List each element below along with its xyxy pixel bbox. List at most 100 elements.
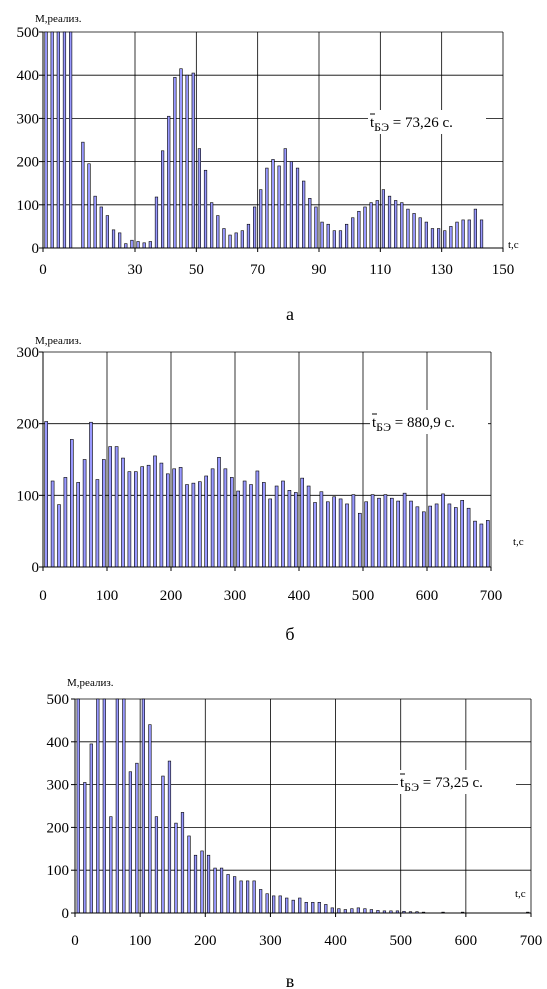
x-tick-label: 130 (430, 262, 453, 278)
bar (345, 503, 349, 568)
bar (203, 169, 208, 249)
bar (298, 897, 302, 914)
bar (222, 228, 226, 249)
bar (62, 31, 67, 249)
bar (185, 484, 189, 568)
bar (44, 31, 48, 249)
bar (174, 822, 178, 914)
bar (191, 482, 196, 568)
x-tick-label: 300 (259, 933, 282, 949)
bar (351, 217, 355, 249)
x-tick-label: 400 (324, 933, 347, 949)
bar (228, 234, 232, 249)
bar (326, 223, 330, 249)
bar (317, 901, 321, 914)
bar (187, 835, 191, 914)
x-tick-label: 500 (352, 588, 375, 604)
bar (249, 484, 253, 568)
x-axis-caption: t,с (513, 536, 524, 548)
bar (124, 243, 128, 249)
bar (357, 512, 362, 568)
bar (409, 500, 413, 568)
x-axis-caption: t,с (508, 239, 519, 251)
bar (293, 492, 298, 568)
bar (246, 223, 251, 249)
bar (332, 230, 336, 249)
x-tick-label: 90 (312, 262, 327, 278)
bar (381, 189, 386, 249)
bar (272, 895, 276, 914)
mean-time-annotation: tБЭ = 73,26 с. (370, 115, 453, 134)
bar (50, 31, 54, 249)
bar (204, 475, 208, 568)
bar (265, 167, 269, 249)
bar (154, 816, 159, 914)
x-tick-label: 200 (160, 588, 183, 604)
x-tick-label: 700 (520, 933, 543, 949)
bar (50, 480, 55, 568)
bar (69, 31, 73, 249)
y-tick-label: 200 (17, 155, 40, 171)
bar (441, 493, 445, 568)
x-tick-label: 600 (416, 588, 439, 604)
bar (185, 74, 189, 249)
bar (63, 477, 68, 568)
bar (57, 504, 61, 568)
bar (259, 889, 263, 914)
bar (96, 698, 100, 914)
bar (167, 760, 172, 914)
bar (320, 221, 324, 249)
bar (325, 501, 330, 568)
bar (197, 148, 202, 249)
bar (159, 462, 164, 568)
bar (180, 812, 185, 914)
bar (261, 482, 266, 568)
bar (172, 468, 176, 568)
bar (242, 480, 247, 568)
bar (76, 482, 80, 568)
x-tick-label: 700 (480, 588, 503, 604)
y-tick-label: 100 (17, 198, 40, 214)
bar (255, 470, 260, 568)
bar (105, 215, 109, 249)
annotation-background (368, 110, 486, 134)
bar (89, 743, 93, 914)
x-tick-label: 50 (189, 262, 204, 278)
bar (449, 226, 453, 249)
y-tick-label: 0 (62, 906, 70, 922)
bar (148, 724, 152, 914)
x-tick-label: 0 (71, 933, 79, 949)
bar (173, 77, 177, 249)
bar (343, 909, 347, 914)
bar (226, 874, 230, 914)
x-axis-caption: t,с (515, 888, 526, 900)
bar (460, 500, 465, 568)
bar (93, 195, 97, 249)
bar (239, 880, 243, 914)
chart-panel-3: 0 100 200 300 400 500 0 100 200 300 400 500 600 700 М,… (47, 677, 543, 989)
y-tick-label: 400 (17, 68, 40, 84)
bar (473, 520, 477, 568)
bar (140, 466, 144, 568)
bar (193, 854, 198, 914)
bar (430, 228, 435, 249)
bar (314, 206, 318, 249)
bar (44, 421, 49, 568)
chart-panel-1: 0 100 200 300 400 500 0 30 50 70 90 110 130 150 М,реал… (17, 13, 519, 324)
bar (304, 901, 308, 914)
bar (375, 200, 379, 249)
bar (428, 505, 433, 568)
bar (324, 904, 328, 914)
bar (191, 72, 195, 249)
bar (127, 471, 132, 568)
bar (234, 232, 238, 249)
bar (308, 198, 312, 249)
bar (122, 698, 126, 914)
x-tick-label: 70 (250, 262, 265, 278)
bar (109, 816, 113, 914)
bar (135, 762, 139, 914)
bar (434, 503, 439, 568)
bar (455, 221, 459, 249)
x-tick-label: 100 (96, 588, 119, 604)
bar (166, 473, 170, 568)
